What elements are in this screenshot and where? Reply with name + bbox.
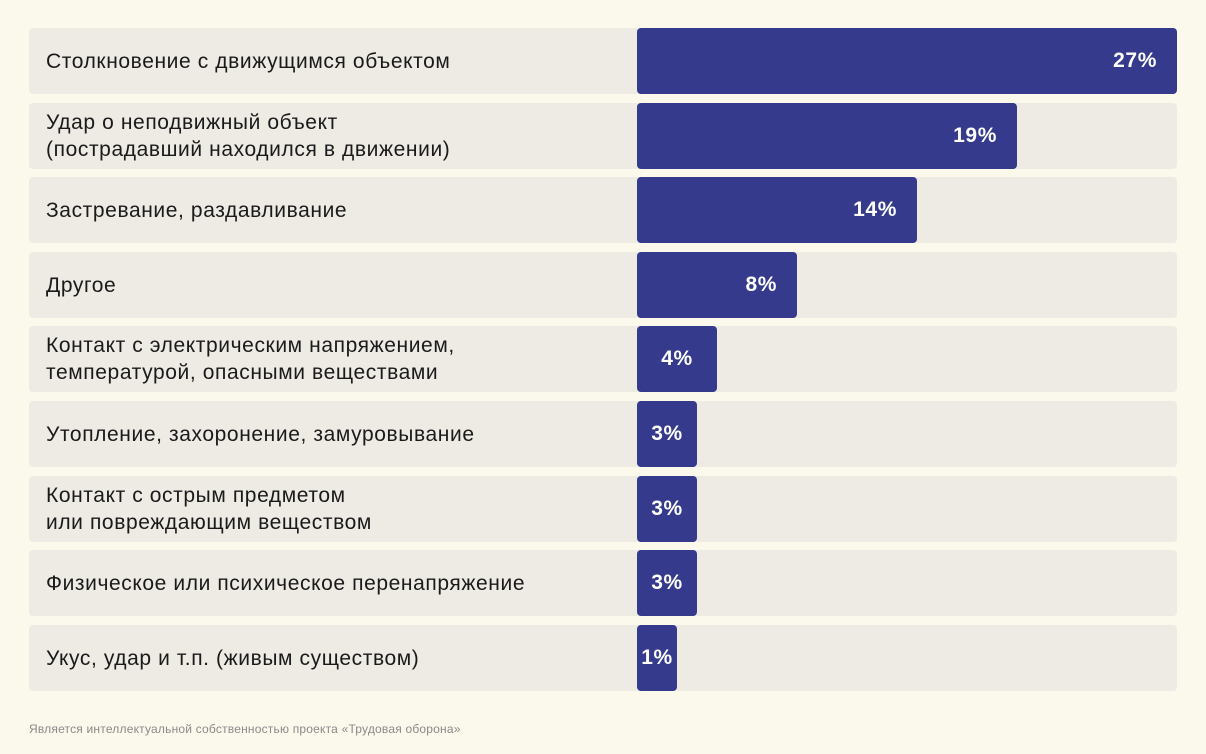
bar: 4% xyxy=(637,326,717,392)
category-label: Физическое или психическое перенапряжени… xyxy=(46,571,526,595)
bar-value-label: 1% xyxy=(641,646,673,669)
chart-row: Физическое или психическое перенапряжени… xyxy=(29,550,1177,616)
category-label: Удар о неподвижный объект (пострадавший … xyxy=(46,111,451,161)
bar: 3% xyxy=(637,550,697,616)
chart-row: Утопление, захоронение, замуровывание 3% xyxy=(29,401,1177,467)
bar: 19% xyxy=(637,103,1017,169)
bar-chart: Столкновение с движущимся объектом 27% Уда… xyxy=(29,28,1177,691)
bar: 3% xyxy=(637,476,697,542)
category-label: Другое xyxy=(46,273,117,297)
category-label: Контакт с электрическим напряжением, тем… xyxy=(46,334,455,384)
chart-row: Укус, удар и т.п. (живым существом) 1% xyxy=(29,625,1177,691)
bar-value-label: 14% xyxy=(853,198,897,221)
bar-value-label: 27% xyxy=(1113,49,1157,72)
bar-value-label: 3% xyxy=(651,497,683,520)
chart-row: Контакт с электрическим напряжением, тем… xyxy=(29,326,1177,392)
category-label: Столкновение с движущимся объектом xyxy=(46,49,451,73)
bar: 14% xyxy=(637,177,917,243)
category-label: Контакт с острым предметом или повреждаю… xyxy=(46,484,372,534)
bar-value-label: 3% xyxy=(651,571,683,594)
bar-value-label: 19% xyxy=(953,124,997,147)
bar-value-label: 4% xyxy=(661,347,693,370)
category-label: Утопление, захоронение, замуровывание xyxy=(46,422,475,446)
bar: 1% xyxy=(637,625,677,691)
bar-value-label: 8% xyxy=(745,273,777,296)
chart-row: Застревание, раздавливание 14% xyxy=(29,177,1177,243)
category-label: Укус, удар и т.п. (живым существом) xyxy=(46,646,420,670)
bar: 27% xyxy=(637,28,1177,94)
bar-value-label: 3% xyxy=(651,422,683,445)
bar: 8% xyxy=(637,252,797,318)
chart-row: Удар о неподвижный объект (пострадавший … xyxy=(29,103,1177,169)
chart-row: Другое 8% xyxy=(29,252,1177,318)
category-label: Застревание, раздавливание xyxy=(46,198,348,222)
chart-row: Столкновение с движущимся объектом 27% xyxy=(29,28,1177,94)
chart-row: Контакт с острым предметом или повреждаю… xyxy=(29,476,1177,542)
bar: 3% xyxy=(637,401,697,467)
copyright-footer: Является интеллектуальной собственностью… xyxy=(29,722,461,736)
